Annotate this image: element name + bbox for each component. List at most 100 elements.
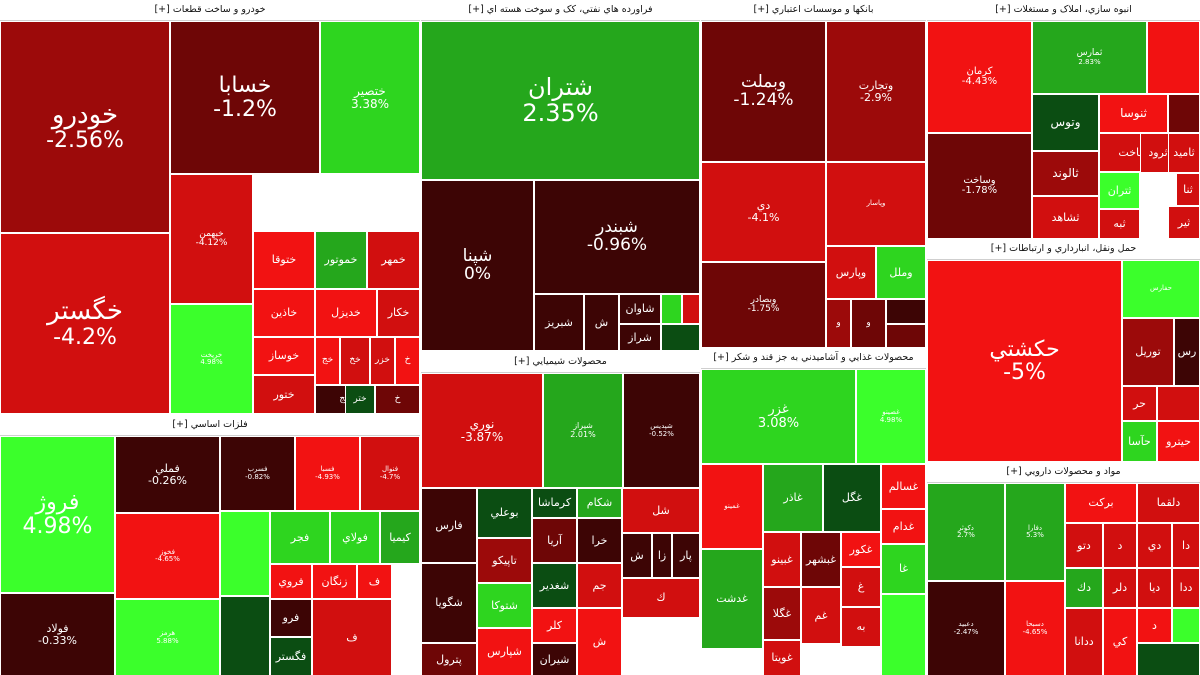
stock-tile[interactable]: ش bbox=[584, 294, 619, 350]
stock-tile[interactable]: فارس bbox=[421, 488, 477, 563]
stock-tile[interactable]: فخوز -4.65% bbox=[115, 513, 220, 599]
stock-tile[interactable]: فولاي bbox=[330, 511, 380, 564]
stock-tile[interactable]: شبريز bbox=[534, 294, 584, 350]
stock-tile[interactable]: ف bbox=[312, 599, 392, 675]
stock-tile[interactable]: فروژ 4.98% bbox=[0, 436, 115, 593]
stock-tile[interactable]: فملي -0.26% bbox=[115, 436, 220, 513]
stock-tile[interactable]: د bbox=[1137, 608, 1172, 643]
stock-tile[interactable]: ختر bbox=[345, 385, 375, 413]
stock-tile[interactable]: ك bbox=[622, 578, 700, 618]
stock-tile[interactable]: خوساز bbox=[253, 337, 315, 375]
stock-tile[interactable]: ثبه bbox=[1099, 209, 1140, 238]
stock-tile[interactable]: ش bbox=[622, 533, 652, 578]
stock-tile[interactable] bbox=[220, 596, 270, 675]
stock-tile[interactable]: ثتران bbox=[1099, 172, 1140, 209]
stock-tile[interactable]: بوعلي bbox=[477, 488, 532, 538]
stock-tile[interactable]: فسرب -0.82% bbox=[220, 436, 295, 511]
stock-tile[interactable]: فرو bbox=[270, 599, 312, 637]
stock-tile[interactable]: شپديس -0.52% bbox=[623, 373, 700, 488]
stock-tile[interactable]: رس bbox=[1174, 318, 1200, 386]
stock-tile[interactable]: ختور bbox=[253, 375, 315, 413]
stock-tile[interactable]: دك bbox=[1065, 568, 1103, 608]
stock-tile[interactable]: شيراز 2.01% bbox=[543, 373, 623, 488]
stock-tile[interactable] bbox=[1172, 608, 1200, 643]
stock-tile[interactable]: دا bbox=[1172, 523, 1200, 568]
stock-tile[interactable]: شكام bbox=[577, 488, 622, 518]
stock-tile[interactable]: فسبا -4.93% bbox=[295, 436, 360, 511]
stock-tile[interactable]: خزر bbox=[370, 337, 395, 385]
stock-tile[interactable]: دي -4.1% bbox=[701, 162, 826, 262]
stock-tile[interactable]: خبهمن -4.12% bbox=[170, 174, 253, 304]
stock-tile[interactable]: دي bbox=[1137, 523, 1172, 568]
stock-tile[interactable]: غزر 3.08% bbox=[701, 369, 856, 464]
stock-tile[interactable]: زنگان bbox=[312, 564, 357, 599]
stock-tile[interactable]: خريخت 4.98% bbox=[170, 304, 253, 413]
stock-tile[interactable]: فنوال -4.7% bbox=[360, 436, 420, 511]
stock-tile[interactable]: جم bbox=[577, 563, 622, 608]
stock-tile[interactable]: ثمارس 2.83% bbox=[1032, 21, 1147, 94]
stock-tile[interactable]: ددانا bbox=[1065, 608, 1103, 675]
stock-tile[interactable]: خرا bbox=[577, 518, 622, 563]
stock-tile[interactable]: خموتور bbox=[315, 231, 367, 289]
stock-tile[interactable]: فولاد -0.33% bbox=[0, 593, 115, 675]
stock-tile[interactable]: وپارس bbox=[826, 246, 876, 299]
stock-tile[interactable] bbox=[682, 294, 700, 324]
stock-tile[interactable]: وتجارت -2.9% bbox=[826, 21, 926, 162]
stock-tile[interactable]: وپاسار bbox=[826, 162, 926, 246]
stock-tile[interactable]: ثشاهد bbox=[1032, 196, 1099, 238]
stock-tile[interactable]: خسابا -1.2% bbox=[170, 21, 320, 174]
stock-tile[interactable]: شتران 2.35% bbox=[421, 21, 700, 180]
stock-tile[interactable]: فگستر bbox=[270, 637, 312, 675]
stock-tile[interactable]: غصينو 4.98% bbox=[856, 369, 926, 464]
stock-tile[interactable]: غ bbox=[841, 567, 881, 607]
stock-tile[interactable]: خج bbox=[315, 337, 340, 385]
stock-tile[interactable]: غمينو bbox=[701, 464, 763, 549]
stock-tile[interactable]: ش bbox=[577, 608, 622, 675]
stock-tile[interactable]: وساخت -1.78% bbox=[927, 133, 1032, 238]
stock-tile[interactable]: غدشت bbox=[701, 549, 763, 649]
stock-tile[interactable]: توريل bbox=[1122, 318, 1174, 386]
stock-tile[interactable]: شپارس bbox=[477, 628, 532, 675]
stock-tile[interactable] bbox=[1157, 386, 1200, 421]
stock-tile[interactable]: وملل bbox=[876, 246, 926, 299]
stock-tile[interactable]: ددا bbox=[1172, 568, 1200, 608]
stock-tile[interactable]: زا bbox=[652, 533, 672, 578]
stock-tile[interactable]: دلر bbox=[1103, 568, 1137, 608]
stock-tile[interactable] bbox=[661, 324, 700, 350]
stock-tile[interactable]: غاذر bbox=[763, 464, 823, 532]
stock-tile[interactable]: پترول bbox=[421, 643, 477, 675]
stock-tile[interactable]: ختصير 3.38% bbox=[320, 21, 420, 174]
stock-tile[interactable]: شيران bbox=[532, 643, 577, 675]
sector-title[interactable]: حمل ونقل، انبارداري و ارتباطات [+] bbox=[927, 239, 1200, 260]
stock-tile[interactable]: كلر bbox=[532, 608, 577, 643]
stock-tile[interactable]: به bbox=[841, 607, 881, 647]
stock-tile[interactable] bbox=[661, 294, 682, 324]
stock-tile[interactable]: دكوثر 2.7% bbox=[927, 483, 1005, 581]
stock-tile[interactable]: حيترو bbox=[1157, 421, 1200, 461]
stock-tile[interactable]: بركت bbox=[1065, 483, 1137, 523]
stock-tile[interactable]: دسبحا -4.65% bbox=[1005, 581, 1065, 675]
stock-tile[interactable]: دفارا 5.3% bbox=[1005, 483, 1065, 581]
stock-tile[interactable] bbox=[1137, 643, 1200, 675]
stock-tile[interactable]: كيميا bbox=[380, 511, 420, 564]
stock-tile[interactable]: غگلا bbox=[763, 587, 801, 640]
stock-tile[interactable]: كرماشا bbox=[532, 488, 577, 518]
sector-title[interactable]: بانكها و موسسات اعتباري [+] bbox=[701, 0, 926, 21]
stock-tile[interactable]: غگل bbox=[823, 464, 881, 532]
stock-tile[interactable]: شل bbox=[622, 488, 700, 533]
stock-tile[interactable]: شپنا 0% bbox=[421, 180, 534, 350]
stock-tile[interactable]: شغدير bbox=[532, 563, 577, 608]
stock-tile[interactable]: حكشتي -5% bbox=[927, 260, 1122, 461]
stock-tile[interactable]: ثنا bbox=[1176, 173, 1200, 206]
stock-tile[interactable]: دعبيد -2.47% bbox=[927, 581, 1005, 675]
stock-tile[interactable]: د bbox=[1103, 523, 1137, 568]
stock-tile[interactable]: خخ bbox=[340, 337, 370, 385]
stock-tile[interactable]: خگستر -4.2% bbox=[0, 233, 170, 413]
stock-tile[interactable]: و bbox=[851, 299, 886, 347]
sector-title[interactable]: انبوه سازي، املاک و مستغلات [+] bbox=[927, 0, 1200, 21]
sector-title[interactable]: محصولات شيميايي [+] bbox=[421, 352, 700, 373]
stock-tile[interactable]: كرمان -4.43% bbox=[927, 21, 1032, 133]
stock-tile[interactable] bbox=[1168, 94, 1200, 133]
stock-tile[interactable]: غدام bbox=[881, 509, 926, 544]
stock-tile[interactable]: پار bbox=[672, 533, 700, 578]
